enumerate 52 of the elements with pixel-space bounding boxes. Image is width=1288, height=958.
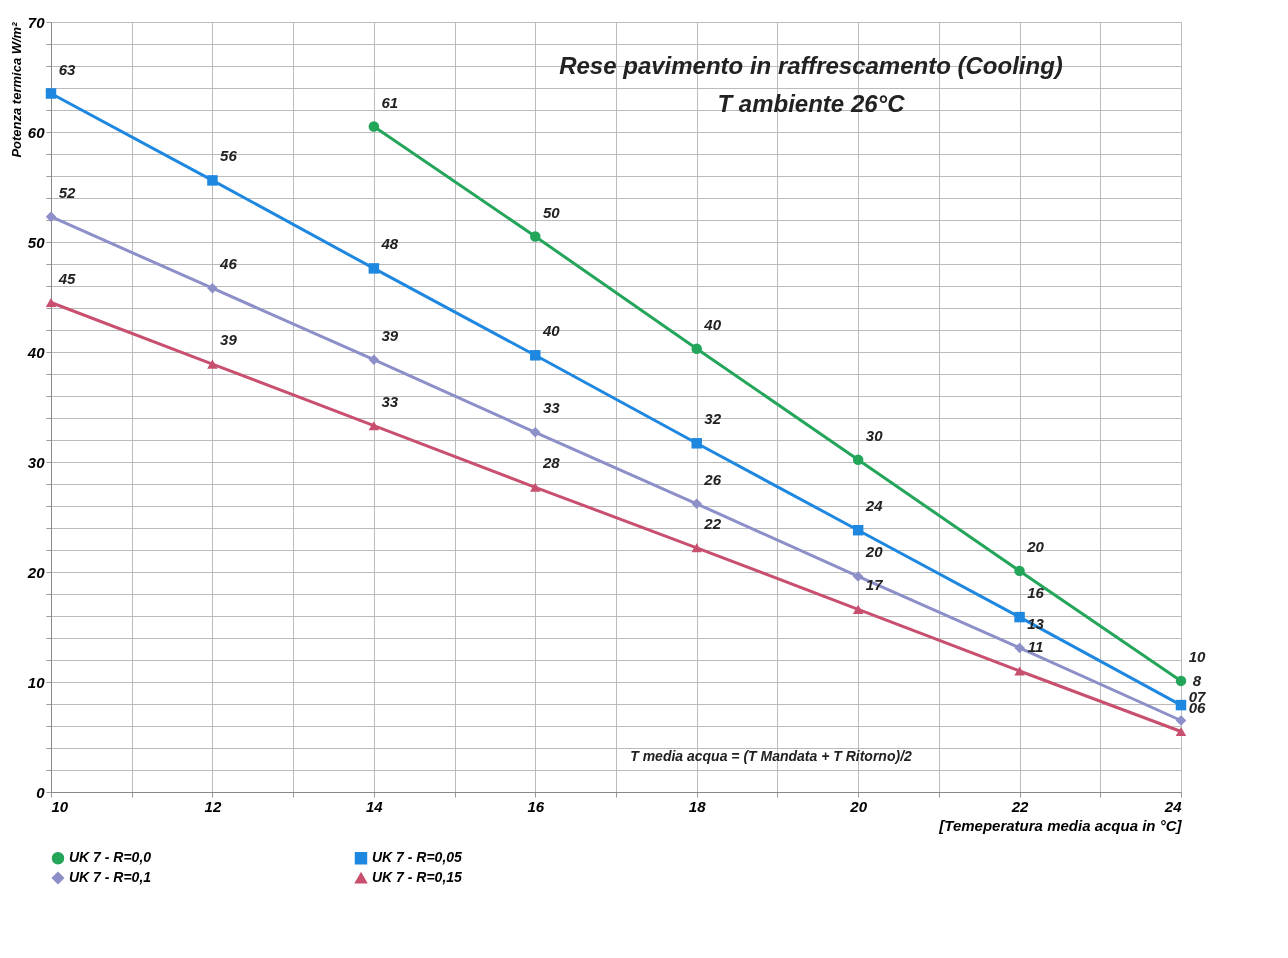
- data-label: 45: [57, 269, 76, 287]
- data-label: 32: [704, 410, 722, 428]
- legend-label: UK 7 - R=0,1: [69, 869, 152, 885]
- data-label: 28: [541, 454, 561, 472]
- y-tick-label: 50: [27, 233, 46, 251]
- legend-label: UK 7 - R=0,0: [69, 849, 152, 866]
- x-axis-title: [Temeperatura media acqua in °C]: [938, 816, 1183, 834]
- legend-label: UK 7 - R=0,15: [372, 869, 463, 885]
- text: Rese pavimento in raffrescamento (Cooling): [559, 52, 1063, 79]
- y-tick-label: 30: [27, 453, 46, 471]
- data-label: 8: [1192, 672, 1202, 690]
- x-tick-label: 10: [51, 797, 69, 815]
- data-label: 40: [703, 315, 722, 333]
- y-tick-label: 40: [26, 343, 46, 361]
- legend-label: UK 7 - R=0,05: [372, 849, 463, 866]
- data-label: 30: [865, 426, 884, 444]
- data-label: 26: [703, 470, 722, 488]
- y-tick-label: 20: [26, 563, 46, 581]
- y-tick-label: 70: [27, 13, 46, 31]
- data-label: 11: [1027, 638, 1044, 655]
- data-label: 33: [381, 392, 399, 410]
- data-label: 52: [58, 183, 76, 201]
- data-label: 40: [541, 322, 561, 340]
- data-label: 17: [865, 576, 884, 594]
- data-label: 33: [542, 399, 561, 417]
- data-label: 50: [542, 203, 561, 221]
- annotation: T media acqua = (T Mandata + T Ritorno)/2: [630, 748, 913, 764]
- x-tick-label: 18: [688, 797, 707, 815]
- data-label: 22: [703, 514, 722, 532]
- data-label: 20: [864, 543, 884, 561]
- y-tick-label: 60: [27, 123, 46, 141]
- data-label: 61: [381, 93, 399, 111]
- x-tick-label: 14: [366, 797, 384, 815]
- data-label: 46: [219, 255, 238, 273]
- data-label: 63: [58, 60, 76, 78]
- x-tick-label: 22: [1010, 797, 1030, 815]
- data-label: 16: [1027, 584, 1045, 602]
- x-tick-label: 16: [527, 797, 545, 815]
- text: T ambiente 26°C: [717, 90, 905, 117]
- y-tick-label: 10: [27, 673, 46, 691]
- data-label: 56: [220, 147, 238, 165]
- data-label: 39: [220, 331, 238, 349]
- y-tick-label: 0: [36, 783, 46, 801]
- data-label: 39: [381, 326, 399, 344]
- y-axis-title: Potenza termica W/m²: [8, 21, 24, 158]
- data-label: 48: [380, 235, 399, 253]
- x-tick-label: 24: [1163, 797, 1183, 815]
- data-label: 24: [864, 497, 884, 515]
- x-tick-label: 12: [204, 797, 222, 815]
- x-tick-label: 20: [849, 797, 868, 815]
- data-label: 20: [1026, 537, 1045, 555]
- data-label: 10: [1188, 647, 1206, 665]
